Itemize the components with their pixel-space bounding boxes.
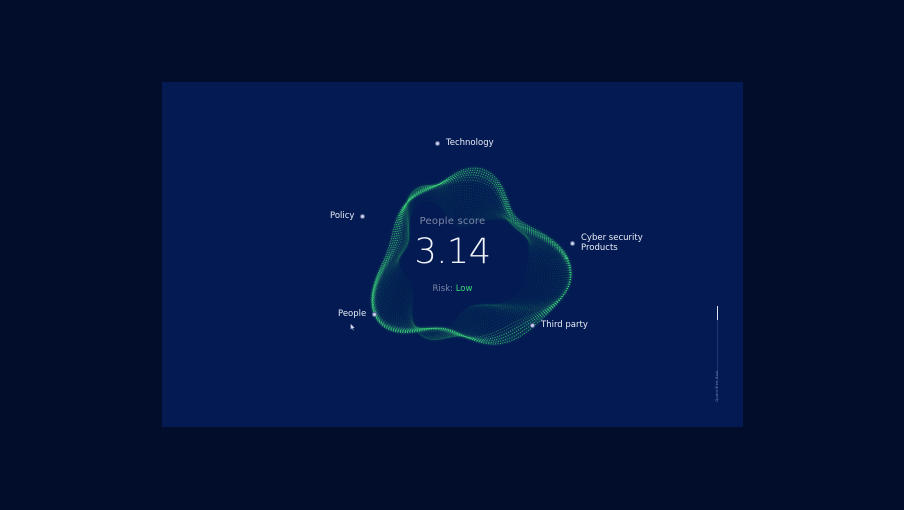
node-label: Third party (541, 320, 588, 330)
node-dot-icon (530, 322, 535, 328)
blob-layer-ring (388, 186, 556, 340)
blob-layer-ring (372, 172, 572, 342)
blob-layer-ring (375, 182, 570, 337)
risk-level: Low (455, 284, 473, 294)
blob-layer-ring (394, 190, 546, 341)
mouse-cursor-icon (350, 323, 356, 331)
blob-layer-ring (393, 189, 548, 341)
blob-layer-ring (383, 185, 563, 338)
node-label: Policy (330, 211, 355, 221)
risk-prefix: Risk: (432, 284, 456, 294)
blob-layer-ring (381, 185, 564, 338)
node-dot-icon (570, 240, 575, 246)
score-value: 3.14 (414, 232, 491, 272)
node-label: People (338, 309, 367, 319)
blob-layer-ring (377, 185, 568, 337)
node-dot-icon (372, 311, 378, 317)
scroll-track[interactable] (717, 306, 718, 381)
node-technology[interactable]: Technology (435, 138, 494, 148)
risk-indicator: Risk: Low (162, 284, 743, 294)
risk-blob-visualization (371, 167, 572, 345)
node-people[interactable]: People (338, 309, 378, 319)
blob-layer-ring (380, 185, 566, 337)
node-label: Technology (446, 138, 494, 148)
node-dot-icon (360, 213, 366, 219)
dashboard-panel: People score 3.14 Risk: Low Technology P… (162, 82, 743, 427)
blob-layer-ring (397, 196, 534, 339)
node-label: Cyber security Products (581, 233, 643, 253)
score-title: People score (419, 216, 486, 227)
blob-layer-ring (378, 185, 567, 337)
side-caption: Quantified Risk (715, 370, 719, 402)
blob-layer-ring (376, 185, 569, 337)
node-dot-icon (435, 140, 440, 146)
blob-layer-ring (398, 197, 531, 339)
scroll-indicator[interactable] (717, 306, 718, 320)
blob-particle-layers (371, 167, 572, 345)
blob-layer-ring (390, 187, 554, 340)
node-cyber-security-products[interactable]: Cyber security Products (570, 233, 643, 253)
blob-layer-ring (374, 179, 571, 338)
node-third-party[interactable]: Third party (530, 320, 588, 330)
node-policy[interactable]: Policy (330, 211, 366, 221)
